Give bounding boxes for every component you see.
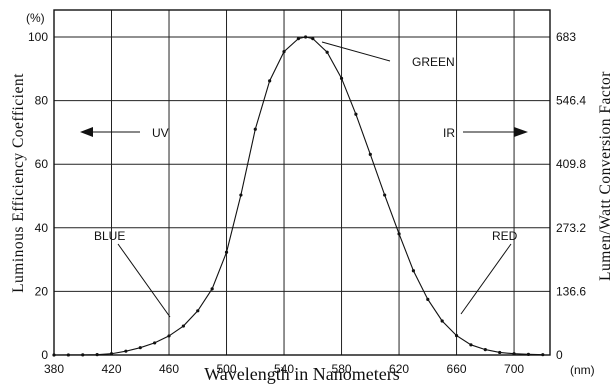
y2-tick-label: 136.6 [556, 284, 586, 298]
data-point [512, 352, 516, 356]
data-point [339, 76, 344, 80]
data-point [426, 297, 430, 301]
red-leader-line [460, 243, 512, 315]
y2-tick-label: 0 [556, 348, 563, 362]
y2-tick-label: 273.2 [556, 221, 586, 235]
x-tick-label: 660 [447, 362, 467, 376]
data-point [109, 352, 114, 356]
annotation-green: GREEN [412, 55, 455, 69]
x-unit-label: (nm) [570, 363, 595, 377]
grid-layer [53, 10, 550, 356]
data-point [541, 353, 545, 357]
data-point [124, 349, 128, 353]
curve-layer [52, 35, 545, 357]
data-point [52, 353, 56, 357]
data-point [454, 334, 459, 338]
data-point [253, 127, 257, 131]
data-point [239, 193, 243, 197]
y-tick-label: 80 [35, 94, 49, 108]
y2-axis-title: Lumen/Watt Conversion Factor [597, 71, 614, 281]
y-unit-label: (%) [26, 11, 45, 25]
blue-leader-line [117, 243, 171, 318]
annotation-red: RED [492, 229, 518, 243]
y-tick-label: 60 [35, 157, 49, 171]
data-point [282, 50, 286, 54]
x-tick-label: 380 [44, 362, 64, 376]
y2-tick-label: 683 [556, 30, 576, 44]
data-point [81, 353, 85, 357]
data-point [181, 324, 185, 328]
x-tick-label: 580 [332, 362, 352, 376]
y2-tick-label: 546.4 [556, 94, 586, 108]
annotation-blue: BLUE [94, 229, 125, 243]
data-point [224, 250, 229, 254]
data-point [303, 35, 308, 39]
x-axis-title: Wavelength in Nanometers [204, 364, 400, 384]
annotation-ir: IR [443, 126, 455, 140]
data-point [66, 353, 70, 357]
x-tick-label: 540 [274, 362, 294, 376]
y-tick-label: 100 [28, 30, 48, 44]
data-point [167, 334, 171, 338]
data-point [354, 112, 358, 116]
data-point [95, 353, 99, 357]
data-point [296, 36, 301, 41]
data-point [440, 319, 444, 323]
y-tick-label: 40 [35, 221, 49, 235]
data-point [325, 50, 329, 54]
tick-layer: 380 420 460 500 540 580 620 660 700 0 0 20 136.6 40 27… [28, 30, 586, 376]
y2-tick-label: 409.8 [556, 157, 586, 171]
data-point [138, 346, 142, 350]
data-point [469, 343, 473, 347]
data-point [210, 287, 214, 291]
data-point [397, 232, 401, 236]
x-tick-label: 460 [159, 362, 179, 376]
x-tick-label: 620 [389, 362, 409, 376]
data-point [483, 347, 487, 352]
x-tick-label: 500 [217, 362, 237, 376]
ir-arrow-head [514, 127, 528, 137]
efficiency-curve [53, 36, 543, 356]
data-point [526, 352, 531, 356]
x-tick-label: 700 [504, 362, 524, 376]
data-point [311, 36, 315, 41]
plot-frame [53, 9, 551, 356]
data-point [383, 193, 387, 197]
y-axis-title: Luminous Efficiency Coefficient [10, 73, 27, 293]
y-tick-label: 20 [35, 284, 49, 298]
data-point [268, 79, 272, 83]
data-point [368, 152, 372, 156]
annotation-uv: UV [152, 126, 169, 140]
data-point [411, 269, 416, 273]
data-point [498, 350, 502, 355]
y-tick-label: 0 [41, 348, 48, 362]
data-point [196, 309, 200, 313]
data-point [153, 341, 157, 345]
green-leader-line [321, 41, 391, 62]
uv-arrow-head [80, 127, 93, 137]
x-tick-label: 420 [101, 362, 121, 376]
